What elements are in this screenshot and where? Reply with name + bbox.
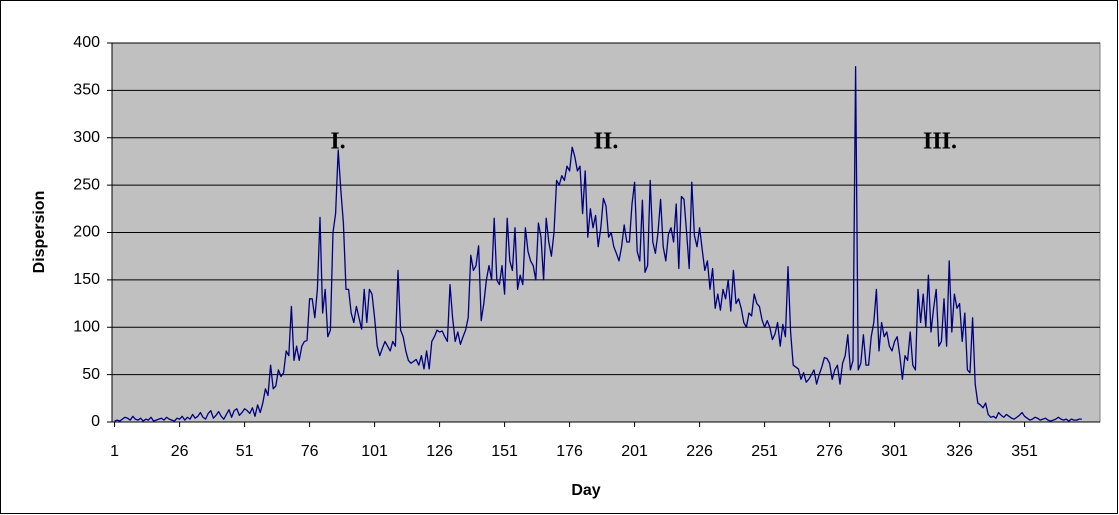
y-tick-label: 250 — [73, 176, 100, 193]
y-tick-label: 400 — [73, 34, 100, 51]
x-tick-label: 301 — [881, 443, 908, 460]
x-tick-label: 76 — [301, 443, 319, 460]
region-label: I. — [330, 129, 345, 155]
y-tick-label: 100 — [73, 318, 100, 335]
x-tick-label: 251 — [751, 443, 778, 460]
data-line — [114, 66, 1082, 422]
y-tick-label: 200 — [73, 224, 100, 241]
x-tick-label: 51 — [236, 443, 254, 460]
x-tick-label: 126 — [426, 443, 453, 460]
y-tick-label: 50 — [82, 366, 100, 383]
x-tick-label: 351 — [1011, 443, 1038, 460]
x-tick-label: 226 — [686, 443, 713, 460]
region-label: II. — [594, 129, 619, 155]
x-tick-label: 176 — [556, 443, 583, 460]
x-axis-title: Day — [571, 482, 600, 499]
x-tick-label: 276 — [816, 443, 843, 460]
x-tick-label: 201 — [621, 443, 648, 460]
y-tick-label: 350 — [73, 82, 100, 99]
y-tick-label: 0 — [91, 413, 100, 430]
x-tick-label: 151 — [491, 443, 518, 460]
x-tick-label: 1 — [110, 443, 119, 460]
region-label: III. — [923, 129, 957, 155]
x-tick-label: 26 — [171, 443, 189, 460]
x-tick-label: 326 — [946, 443, 973, 460]
y-axis-title: Dispersion — [31, 191, 48, 274]
y-tick-label: 150 — [73, 271, 100, 288]
x-tick-label: 101 — [361, 443, 388, 460]
y-tick-label: 300 — [73, 129, 100, 146]
